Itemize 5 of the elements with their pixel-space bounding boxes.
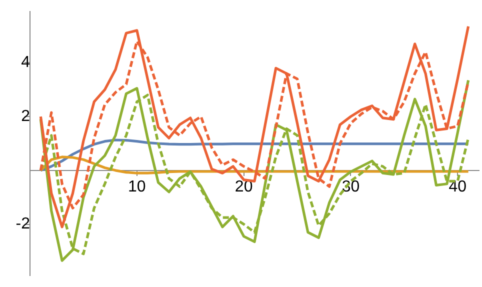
y-tick-label: 4 bbox=[21, 54, 30, 72]
y-tick-label: -2 bbox=[16, 216, 30, 233]
x-tick-label: 40 bbox=[448, 178, 467, 196]
y-tick-label: 2 bbox=[21, 108, 30, 125]
x-tick-label: 10 bbox=[128, 178, 146, 196]
